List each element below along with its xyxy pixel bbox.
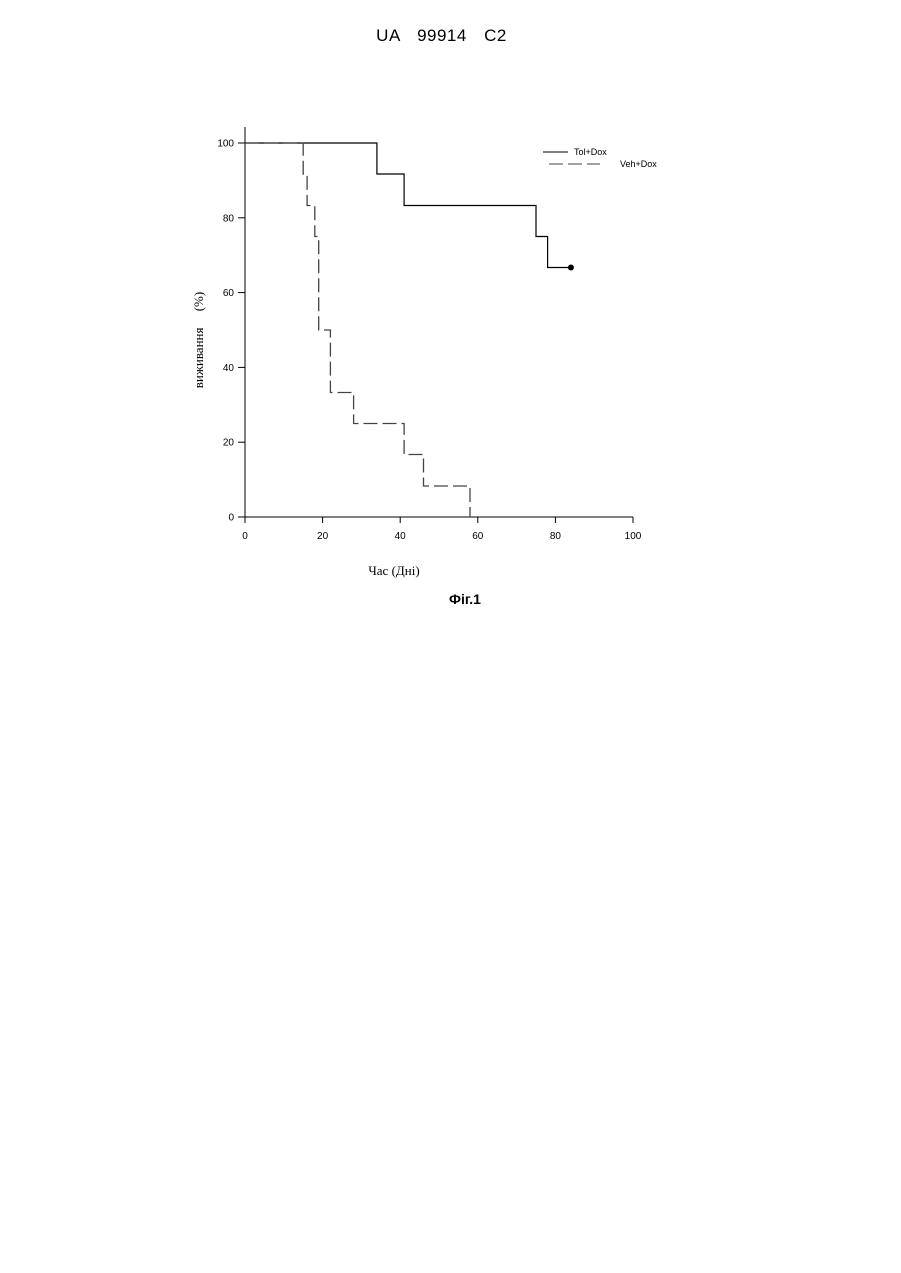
x-axis-ticks: 0 20 40 60 80 100 [242,517,642,542]
y-tick-label: 20 [223,438,235,449]
x-tick-label: 20 [317,531,329,542]
y-axis-ticks: 0 20 40 60 80 100 [217,139,245,524]
x-tick-label: 60 [472,531,484,542]
x-axis-title: Час (Дні) [368,563,419,578]
survival-chart: 0 20 40 60 80 100 0 20 40 60 80 100 Tol+Dox Veh+Dox… [0,0,901,640]
y-tick-label: 100 [217,139,234,150]
legend-label: Veh+Dox [620,159,657,169]
y-tick-label: 40 [223,363,235,374]
figure-label: Фіг.1 [449,591,481,607]
chart-axes [245,127,633,517]
x-tick-label: 100 [625,531,642,542]
y-tick-label: 80 [223,213,235,224]
censor-marker [568,265,574,271]
series-line-2 [245,143,470,517]
legend-label: Tol+Dox [574,147,607,157]
chart-series [245,143,574,517]
series-line-1 [245,143,571,268]
chart-legend: Tol+Dox Veh+Dox [543,147,657,169]
x-tick-label: 40 [395,531,407,542]
x-tick-label: 80 [550,531,562,542]
x-tick-label: 0 [242,531,248,542]
y-axis-title: виживання (%) [191,292,206,388]
y-tick-label: 0 [228,513,234,524]
y-tick-label: 60 [223,288,235,299]
